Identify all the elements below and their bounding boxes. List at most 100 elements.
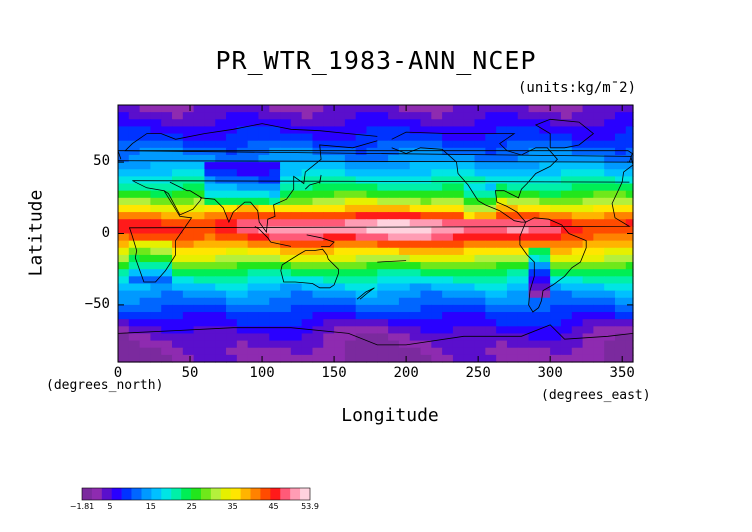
field-cell: [236, 233, 249, 242]
field-cell: [118, 333, 130, 342]
field-cell: [398, 212, 411, 220]
field-cell: [571, 247, 584, 256]
field-cell: [571, 240, 584, 249]
field-cell: [150, 340, 162, 349]
field-cell: [247, 204, 260, 213]
field-cell: [377, 347, 389, 356]
field-cell: [388, 269, 400, 277]
field-cell: [182, 212, 195, 220]
colorbar-swatch: [131, 488, 142, 500]
field-cell: [517, 347, 530, 356]
field-cell: [582, 233, 594, 242]
field-cell: [215, 190, 227, 199]
field-cell: [377, 119, 389, 128]
field-cell: [301, 290, 314, 299]
field-cell: [377, 354, 389, 363]
field-cell: [269, 226, 281, 235]
field-cell: [388, 333, 400, 342]
field-cell: [312, 204, 324, 213]
field-cell: [118, 283, 130, 292]
field-cell: [161, 212, 173, 220]
field-cell: [452, 226, 465, 235]
field-cell: [139, 240, 152, 249]
field-cell: [604, 283, 616, 292]
field-cell: [193, 226, 206, 235]
field-cell: [485, 133, 497, 142]
field-cell: [236, 326, 249, 335]
field-cell: [463, 147, 476, 156]
field-cell: [539, 240, 551, 249]
field-cell: [539, 297, 551, 306]
field-cell: [496, 147, 508, 156]
field-cell: [172, 176, 184, 185]
field-cell: [474, 262, 486, 270]
field-cell: [496, 276, 508, 285]
field-cell: [182, 162, 195, 170]
field-cell: [193, 212, 206, 220]
field-cell: [280, 297, 292, 306]
field-cell: [550, 290, 562, 299]
field-cell: [355, 190, 368, 199]
field-cell: [409, 133, 422, 142]
field-cell: [172, 204, 184, 213]
field-cell: [258, 197, 270, 206]
field-cell: [269, 326, 281, 335]
field-cell: [452, 183, 465, 192]
field-cell: [334, 312, 346, 320]
field-cell: [388, 254, 400, 263]
field-cell: [193, 354, 206, 363]
field-cell: [269, 304, 281, 313]
field-cell: [474, 254, 486, 263]
field-cell: [204, 233, 216, 242]
field-cell: [247, 247, 260, 256]
field-cell: [280, 162, 292, 170]
field-cell: [420, 176, 432, 185]
field-cell: [312, 176, 324, 185]
field-cell: [614, 262, 627, 270]
field-cell: [215, 340, 227, 349]
field-cell: [172, 105, 184, 113]
field-cell: [496, 326, 508, 335]
field-cell: [301, 304, 314, 313]
field-cell: [463, 312, 476, 320]
field-cell: [366, 347, 378, 356]
field-cell: [560, 312, 573, 320]
field-cell: [452, 240, 465, 249]
field-cell: [334, 190, 346, 199]
field-cell: [496, 290, 508, 299]
field-cell: [150, 319, 162, 327]
field-cell: [593, 133, 605, 142]
field-cell: [398, 226, 411, 235]
field-cell: [614, 304, 627, 313]
field-cell: [150, 326, 162, 335]
field-cell: [431, 197, 443, 206]
field-cell: [625, 190, 634, 199]
field-cell: [593, 176, 605, 185]
field-cell: [301, 119, 314, 128]
field-cell: [215, 154, 227, 163]
field-cell: [355, 276, 368, 285]
field-cell: [463, 269, 476, 277]
field-cell: [442, 112, 454, 120]
field-cell: [172, 112, 184, 120]
field-cell: [269, 147, 281, 156]
field-cell: [431, 183, 443, 192]
field-cell: [474, 119, 486, 128]
field-cell: [182, 319, 195, 327]
field-cell: [161, 133, 173, 142]
field-cell: [571, 354, 584, 363]
field-cell: [442, 169, 454, 177]
field-cell: [388, 162, 400, 170]
field-cell: [463, 219, 476, 227]
field-cell: [312, 133, 324, 142]
field-cell: [625, 297, 634, 306]
field-cell: [539, 290, 551, 299]
field-cell: [366, 226, 378, 235]
field-cell: [269, 112, 281, 120]
field-cell: [301, 326, 314, 335]
field-cell: [280, 276, 292, 285]
field-cell: [161, 312, 173, 320]
field-cell: [550, 197, 562, 206]
field-cell: [550, 247, 562, 256]
field-cell: [182, 190, 195, 199]
